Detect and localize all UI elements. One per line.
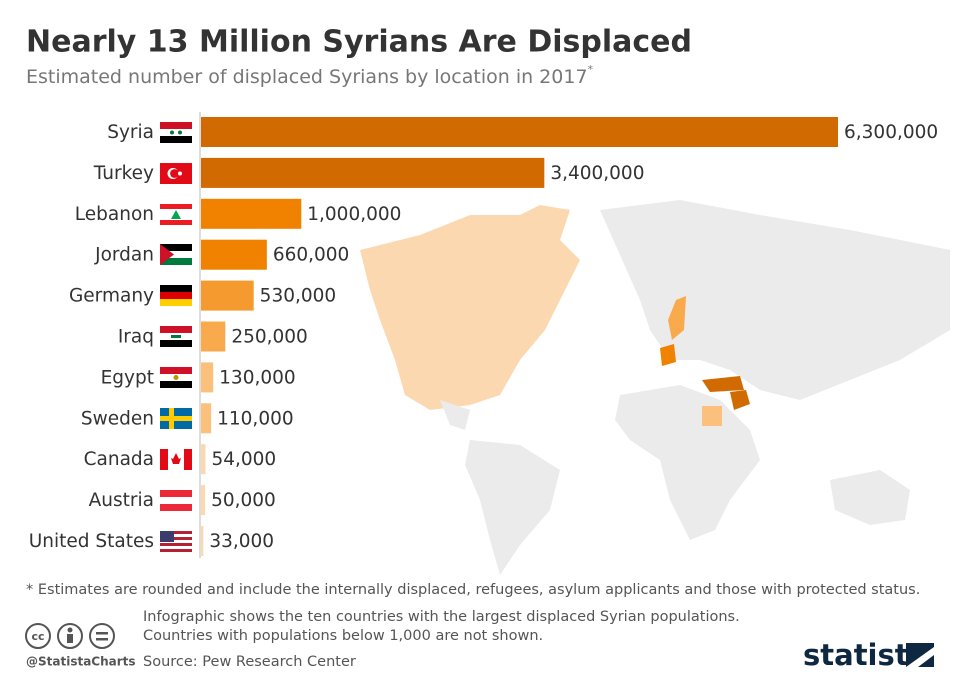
value-label: 1,000,000	[307, 204, 401, 225]
subtitle-mark: *	[588, 63, 594, 76]
bar	[201, 198, 302, 229]
value-label: 660,000	[273, 245, 350, 266]
africa	[615, 385, 760, 540]
category-label: United States	[29, 531, 154, 552]
category-label: Lebanon	[75, 204, 154, 225]
flag-egypt	[160, 367, 192, 388]
value-label: 250,000	[231, 327, 308, 348]
value-label: 3,400,000	[550, 163, 644, 184]
egypt-shape	[702, 406, 722, 426]
note-line: Countries with populations below 1,000 a…	[143, 628, 543, 644]
flag-sweden	[160, 408, 192, 429]
bar	[201, 157, 545, 188]
australia	[830, 470, 910, 525]
footnote: * Estimates are rounded and include the …	[26, 582, 920, 598]
value-label: 130,000	[219, 367, 296, 388]
flags	[160, 122, 192, 552]
syria-shape	[730, 390, 750, 410]
license-icons: cc	[25, 623, 115, 649]
category-label: Turkey	[93, 163, 154, 184]
bar	[201, 239, 267, 270]
category-label: Austria	[89, 490, 154, 511]
flag-lebanon	[160, 204, 192, 225]
flag-canada	[160, 449, 192, 470]
value-label: 33,000	[209, 531, 274, 552]
category-label: Canada	[84, 449, 154, 470]
bar	[201, 403, 212, 434]
value-label: 54,000	[211, 449, 276, 470]
flag-iraq	[160, 326, 192, 347]
value-label: 530,000	[260, 286, 337, 307]
value-label: 50,000	[211, 490, 276, 511]
flag-turkey	[160, 163, 192, 184]
bar	[201, 321, 226, 352]
category-label: Iraq	[118, 327, 154, 348]
eurasia	[600, 200, 950, 400]
flag-jordan	[160, 244, 192, 265]
sweden-shape	[668, 296, 686, 340]
world-map	[360, 200, 950, 575]
note-line: Infographic shows the ten countries with…	[143, 609, 740, 625]
flag-united-states	[160, 531, 192, 552]
category-label: Egypt	[101, 367, 154, 388]
subtitle-text: Estimated number of displaced Syrians by…	[26, 66, 588, 88]
value-label: 110,000	[217, 408, 294, 429]
brand-icon	[906, 643, 934, 667]
chart-title: Nearly 13 Million Syrians Are Displaced	[26, 25, 692, 60]
bar	[201, 526, 204, 556]
svg-text:cc: cc	[31, 630, 44, 643]
bar	[201, 485, 206, 516]
source: Source: Pew Research Center	[143, 654, 356, 670]
category-label: Sweden	[81, 408, 154, 429]
category-label: Germany	[69, 286, 154, 307]
bar	[201, 444, 206, 475]
value-label: 6,300,000	[844, 122, 938, 143]
chart-subtitle: Estimated number of displaced Syrians by…	[26, 63, 594, 88]
flag-syria	[160, 122, 192, 143]
south-america	[465, 440, 560, 575]
bar	[201, 117, 838, 147]
flag-germany	[160, 285, 192, 306]
category-label: Jordan	[94, 245, 154, 266]
turkey-shape	[702, 376, 744, 392]
flag-austria	[160, 490, 192, 511]
north-america	[360, 205, 580, 410]
germany-shape	[660, 344, 676, 366]
category-label: Syria	[107, 122, 154, 143]
bar	[201, 280, 254, 311]
credit: @StatistaCharts	[26, 655, 136, 669]
bar	[201, 362, 214, 393]
central-america	[440, 400, 470, 430]
